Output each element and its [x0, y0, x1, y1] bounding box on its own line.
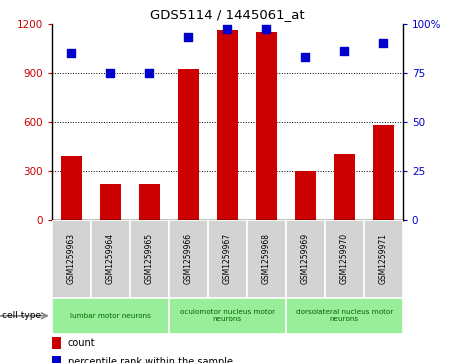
Bar [139, 184, 160, 220]
Bar [177, 69, 199, 220]
Bar [208, 220, 247, 298]
Point [263, 26, 270, 32]
Bar [52, 356, 60, 363]
Bar [216, 30, 238, 220]
Text: count: count [68, 338, 95, 348]
Point [184, 34, 192, 40]
Bar [169, 298, 286, 334]
Point [341, 48, 348, 54]
Bar [286, 298, 403, 334]
Bar [130, 220, 169, 298]
Bar [256, 32, 277, 220]
Text: GSM1259971: GSM1259971 [379, 233, 388, 284]
Bar [169, 220, 208, 298]
Point [68, 50, 75, 56]
Bar [60, 156, 82, 220]
Bar [364, 220, 403, 298]
Point [302, 54, 309, 60]
Title: GDS5114 / 1445061_at: GDS5114 / 1445061_at [150, 8, 305, 21]
Text: GSM1259970: GSM1259970 [340, 233, 349, 284]
Bar [52, 337, 60, 349]
Text: GSM1259963: GSM1259963 [67, 233, 76, 284]
Text: lumbar motor neurons: lumbar motor neurons [70, 313, 151, 319]
Bar [294, 171, 316, 220]
Bar [91, 220, 130, 298]
Bar [247, 220, 286, 298]
Bar [286, 220, 325, 298]
Point [224, 26, 231, 32]
Point [107, 70, 114, 76]
Text: GSM1259966: GSM1259966 [184, 233, 193, 284]
Bar [325, 220, 364, 298]
Bar [373, 125, 394, 220]
Text: GSM1259967: GSM1259967 [223, 233, 232, 284]
Text: GSM1259964: GSM1259964 [106, 233, 115, 284]
Point [146, 70, 153, 76]
Text: GSM1259965: GSM1259965 [145, 233, 154, 284]
Text: GSM1259969: GSM1259969 [301, 233, 310, 284]
Text: dorsolateral nucleus motor
neurons: dorsolateral nucleus motor neurons [296, 309, 393, 322]
Bar [52, 298, 169, 334]
Bar [333, 154, 355, 220]
Text: GSM1259968: GSM1259968 [262, 233, 271, 284]
Bar [99, 184, 121, 220]
Text: cell type: cell type [2, 311, 41, 320]
Point [380, 40, 387, 46]
Text: oculomotor nucleus motor
neurons: oculomotor nucleus motor neurons [180, 309, 275, 322]
Bar [52, 220, 91, 298]
Text: percentile rank within the sample: percentile rank within the sample [68, 357, 233, 363]
